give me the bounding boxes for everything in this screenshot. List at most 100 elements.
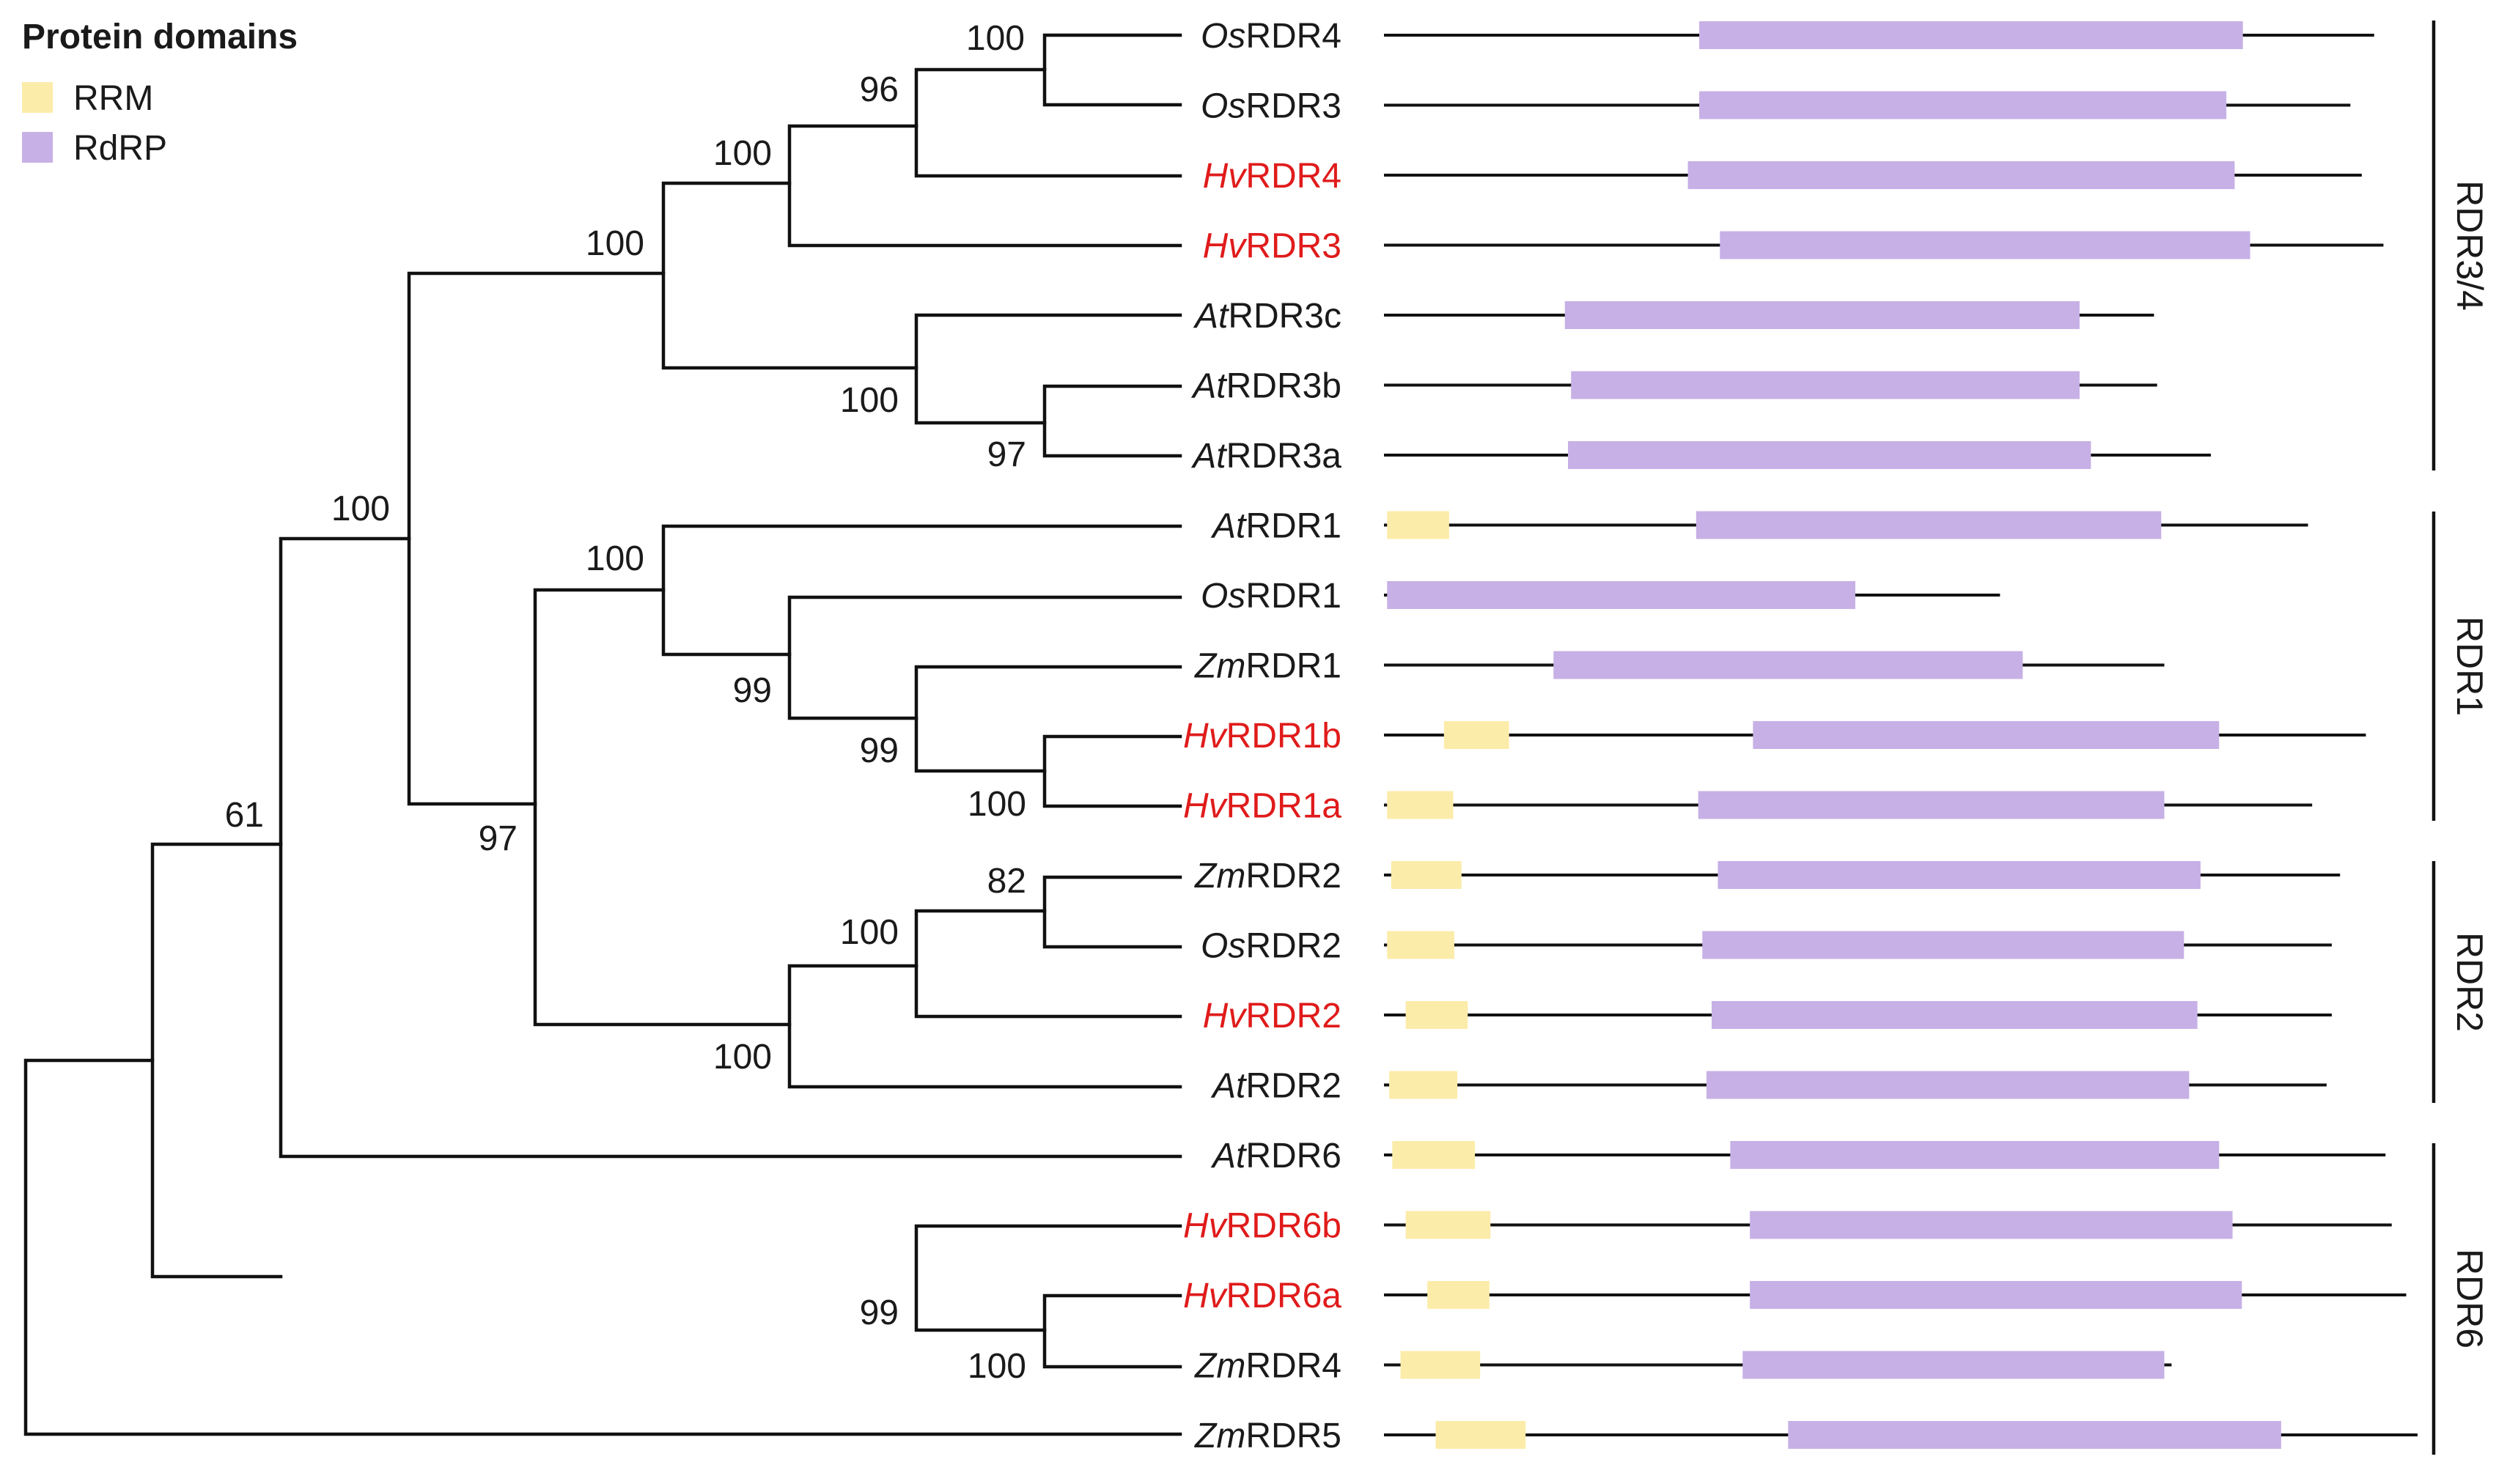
rrm-domain bbox=[1435, 1421, 1526, 1449]
taxon-gene-name: RDR3b bbox=[1226, 367, 1341, 406]
bootstrap-label: 99 bbox=[860, 731, 899, 770]
group-label-rdr6: RDR6 bbox=[2449, 1249, 2490, 1348]
taxon-species-prefix: Hv bbox=[1183, 1277, 1229, 1315]
clade-brackets: RDR3/4 RDR1 RDR2 RDR6 bbox=[2431, 21, 2490, 1455]
taxon-gene-name: RDR6 bbox=[1245, 1137, 1341, 1175]
tree-node-rdr4 bbox=[787, 124, 1182, 248]
taxon-species-prefix: At bbox=[1210, 507, 1247, 546]
taxon-label: AtRDR3b bbox=[1190, 367, 1341, 406]
tree-node-rdr2 bbox=[787, 964, 1182, 1089]
bootstrap-label: 97 bbox=[987, 435, 1026, 474]
taxon-species-prefix: Zm bbox=[1194, 1417, 1245, 1455]
tree-node-monocot-rdr1 bbox=[787, 595, 1182, 720]
bootstrap-label: 100 bbox=[713, 1038, 772, 1077]
taxon-label: HvRDR3 bbox=[1203, 227, 1341, 266]
rdrp-domain bbox=[1553, 651, 2023, 679]
tree-node-rdr1-rdr2 bbox=[533, 588, 792, 1027]
tree-node-rdr1 bbox=[661, 524, 1182, 657]
taxon-gene-name: RDR2 bbox=[1245, 927, 1341, 966]
taxon-species-prefix: At bbox=[1193, 297, 1229, 336]
taxon-label: HvRDR2 bbox=[1203, 997, 1341, 1036]
bootstrap-values: 100 96 100 100 100 97 100 100 99 99 100 … bbox=[225, 19, 1026, 1386]
rrm-domain bbox=[1387, 931, 1454, 959]
rdrp-domain bbox=[1730, 1141, 2220, 1169]
taxon-gene-name: RDR4 bbox=[1245, 1347, 1341, 1386]
bootstrap-label: 82 bbox=[987, 862, 1026, 901]
taxon-gene-name: RDR6b bbox=[1226, 1207, 1341, 1246]
rdrp-domain bbox=[1571, 371, 2080, 399]
rrm-domain bbox=[1443, 721, 1509, 749]
rdrp-domain bbox=[1699, 91, 2227, 119]
taxon-gene-name: RDR2 bbox=[1245, 857, 1341, 896]
taxon-label: ZmRDR1 bbox=[1194, 647, 1341, 686]
rdrp-domain bbox=[1706, 1071, 2190, 1099]
taxon-species-prefix: Os bbox=[1201, 927, 1245, 966]
rdrp-domain bbox=[1718, 861, 2201, 889]
rrm-domain bbox=[1387, 791, 1454, 819]
taxon-label: OsRDR4 bbox=[1201, 17, 1341, 56]
taxon-species-prefix: Zm bbox=[1194, 1347, 1245, 1386]
taxon-species-prefix: Os bbox=[1201, 17, 1245, 56]
taxon-gene-name: RDR4 bbox=[1245, 157, 1341, 196]
taxon-gene-name: RDR6a bbox=[1226, 1277, 1342, 1315]
rrm-domain bbox=[1427, 1281, 1490, 1309]
legend-rrm-label: RRM bbox=[73, 79, 153, 118]
rrm-domain bbox=[1400, 1351, 1481, 1379]
rdrp-domain bbox=[1750, 1211, 2233, 1239]
legend-rdrp-label: RdRP bbox=[73, 129, 167, 168]
tree-node-hvrdr6a-zmrdr4 bbox=[1042, 1293, 1182, 1369]
tree-node-61 bbox=[150, 842, 283, 1279]
rdrp-domain bbox=[1564, 301, 2080, 329]
taxon-gene-name: RDR1 bbox=[1245, 647, 1341, 686]
taxon-species-prefix: Os bbox=[1201, 577, 1245, 616]
taxon-label: OsRDR1 bbox=[1201, 577, 1341, 616]
rrm-domain bbox=[1405, 1211, 1491, 1239]
bootstrap-label: 100 bbox=[586, 224, 644, 263]
rrm-domain bbox=[1405, 1001, 1468, 1029]
tree-node-rdr34 bbox=[661, 181, 919, 370]
taxon-label: HvRDR1a bbox=[1183, 787, 1341, 826]
taxon-gene-name: RDR3c bbox=[1228, 297, 1341, 336]
taxon-gene-name: RDR1 bbox=[1245, 507, 1341, 546]
bootstrap-label: 100 bbox=[966, 19, 1025, 58]
legend-title: Protein domains bbox=[22, 18, 298, 56]
tree-node-82 bbox=[1042, 875, 1182, 949]
taxon-gene-name: RDR1 bbox=[1245, 577, 1341, 616]
bootstrap-label: 100 bbox=[586, 539, 644, 578]
rdrp-domain bbox=[1750, 1281, 2242, 1309]
bootstrap-label: 99 bbox=[860, 1293, 899, 1332]
rdrp-domain bbox=[1788, 1421, 2281, 1449]
taxon-species-prefix: Zm bbox=[1194, 857, 1245, 896]
tree-node-97-atrdr3 bbox=[1042, 384, 1182, 458]
rdrp-domain bbox=[1702, 931, 2184, 959]
bootstrap-label: 100 bbox=[968, 1347, 1026, 1386]
tree-node-100-major bbox=[407, 271, 666, 806]
tree-node-osrdr4-osrdr3 bbox=[1042, 33, 1182, 107]
taxon-label: AtRDR2 bbox=[1210, 1067, 1341, 1106]
bootstrap-label: 97 bbox=[479, 819, 518, 858]
bootstrap-label: 100 bbox=[713, 134, 772, 173]
rdrp-domain bbox=[1387, 581, 1855, 609]
group-label-rdr1: RDR1 bbox=[2449, 616, 2490, 716]
bootstrap-label: 100 bbox=[331, 490, 390, 528]
bootstrap-label: 100 bbox=[840, 381, 899, 420]
tree-root-split bbox=[23, 1058, 1182, 1436]
legend-rdrp-swatch bbox=[22, 132, 53, 163]
taxon-species-prefix: At bbox=[1190, 367, 1227, 406]
rdrp-domain bbox=[1567, 441, 2091, 469]
tree-node-rdr6-outgroup bbox=[279, 536, 1182, 1159]
group-label-rdr34: RDR3/4 bbox=[2449, 180, 2490, 311]
bootstrap-label: 100 bbox=[840, 913, 899, 952]
taxon-label: ZmRDR5 bbox=[1194, 1417, 1341, 1455]
taxon-label: HvRDR6a bbox=[1183, 1277, 1341, 1315]
rdrp-domain bbox=[1742, 1351, 2165, 1379]
taxon-label: OsRDR2 bbox=[1201, 927, 1341, 966]
rrm-domain bbox=[1387, 511, 1449, 539]
phylogenetic-tree bbox=[23, 33, 1182, 1436]
bootstrap-label: 100 bbox=[968, 785, 1026, 824]
rdrp-domain bbox=[1696, 511, 2162, 539]
tree-node-96 bbox=[914, 67, 1182, 178]
taxon-gene-name: RDR4 bbox=[1245, 17, 1341, 56]
taxon-gene-name: RDR1a bbox=[1226, 787, 1342, 826]
